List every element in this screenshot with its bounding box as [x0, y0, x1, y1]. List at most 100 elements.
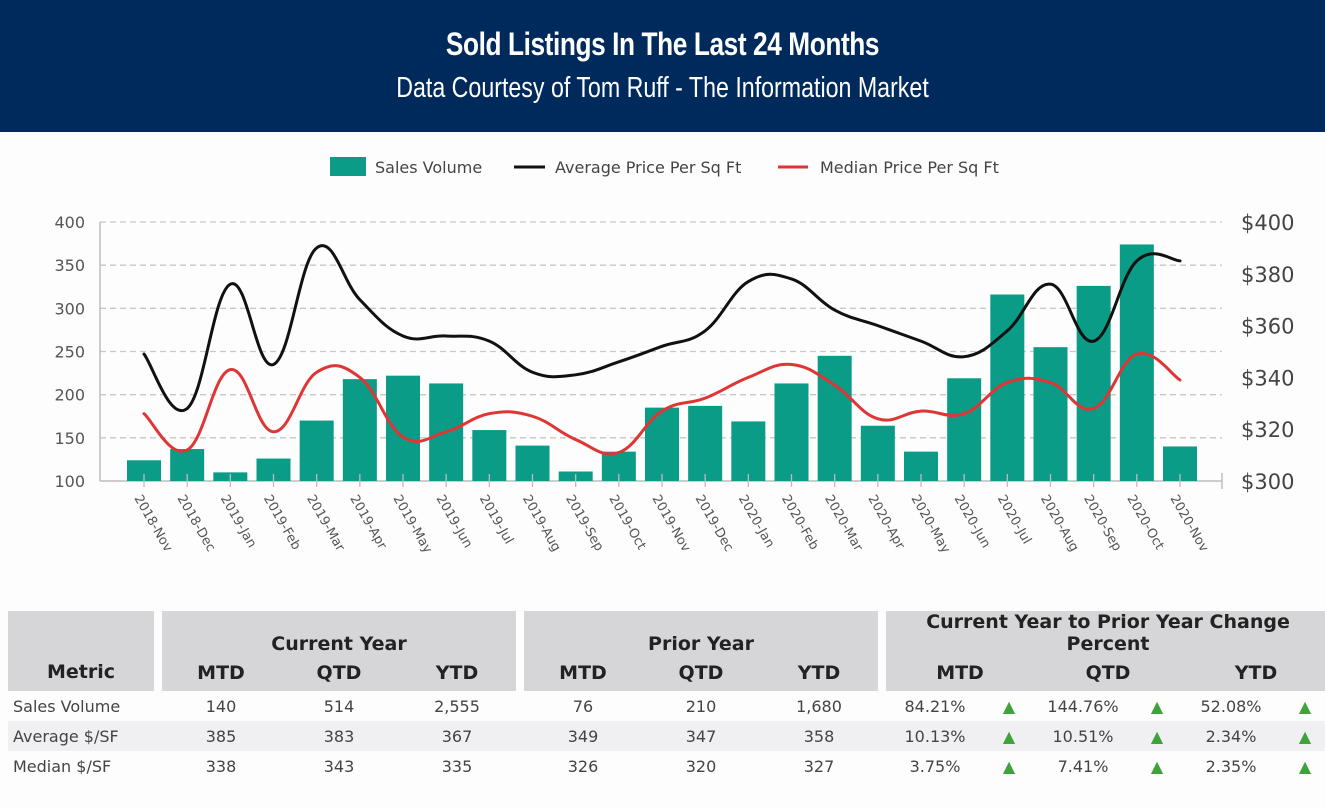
col-header-current-qtd: QTD	[280, 655, 398, 691]
spacer	[878, 721, 887, 751]
y-axis-right-ticks: $300 $320 $340 $360 $380 $400	[1241, 211, 1294, 494]
spacer	[516, 721, 524, 751]
bar-sales-volume	[127, 460, 161, 481]
y-left-tick-label: 250	[54, 343, 85, 362]
current-year-value: 338	[205, 756, 237, 776]
prior-year-value: 349	[524, 721, 642, 751]
x-tick-label: 2019-Oct	[605, 493, 648, 553]
col-header-change-mtd: MTD	[886, 655, 1035, 691]
up-arrow-icon: ▲	[1150, 756, 1164, 776]
x-tick-label: 2020-Jul	[994, 493, 1034, 547]
y-right-tick-label: $340	[1241, 366, 1294, 390]
metric-header: Metric	[8, 611, 154, 691]
x-tick-label: 2018-Nov	[131, 493, 176, 555]
x-tick-label: 2019-Jan	[217, 493, 259, 551]
y-left-tick-label: 350	[54, 256, 85, 275]
col-header-change-qtd: QTD	[1034, 655, 1183, 691]
change-percent-value: 52.08%	[1200, 696, 1262, 716]
up-arrow-icon: ▲	[1002, 756, 1016, 776]
legend-swatch-sales-volume	[330, 157, 366, 176]
prior-year-value: 76	[572, 696, 594, 716]
y-right-tick-label: $400	[1241, 211, 1294, 235]
x-tick-label: 2020-Mar	[821, 493, 865, 555]
x-tick-label: 2019-May	[390, 493, 435, 557]
bar-sales-volume	[1076, 285, 1111, 481]
change-percent-value: 2.35%	[1205, 756, 1257, 776]
y-left-tick-label: 300	[54, 299, 85, 318]
x-tick-label: 2019-Jun	[433, 493, 475, 551]
change-percent-value: 7.41%	[1057, 756, 1109, 776]
col-header-change-ytd: YTD	[1182, 655, 1325, 691]
current-year-value: 140	[205, 696, 237, 716]
y-left-tick-label: 200	[54, 386, 85, 405]
metric-name: Average $/SF	[8, 721, 154, 751]
header-banner: Sold Listings In The Last 24 Months Data…	[0, 0, 1325, 132]
col-header-prior-mtd: MTD	[524, 655, 642, 691]
bar-sales-volume	[1033, 347, 1068, 481]
x-tick-label: 2020-May	[908, 493, 953, 557]
y-right-tick-label: $300	[1241, 470, 1294, 494]
bar-sales-volume	[386, 375, 420, 481]
change-percent-value: 3.75%	[909, 756, 961, 776]
y-axis-left-ticks: 100 150 200 250 300 350 400	[54, 213, 85, 491]
y-right-tick-label: $360	[1241, 315, 1294, 339]
x-tick-label: 2019-Apr	[346, 493, 389, 553]
current-year-value: 514	[323, 696, 355, 716]
x-tick-label: 2020-Oct	[1123, 493, 1166, 553]
up-arrow-icon: ▲	[1002, 696, 1016, 716]
current-year-value: 383	[280, 721, 398, 751]
current-year-value: 367	[398, 721, 516, 751]
lines	[142, 244, 1182, 456]
legend-label-average: Average Price Per Sq Ft	[555, 158, 741, 177]
x-tick-label: 2019-Sep	[562, 493, 606, 554]
spacer	[154, 691, 162, 721]
bar-sales-volume	[990, 294, 1025, 481]
x-tick-label: 2019-Jul	[476, 493, 516, 547]
group-header-change-percent: Current Year to Prior Year Change Percen…	[886, 611, 1325, 655]
up-arrow-icon: ▲	[1298, 756, 1312, 776]
up-arrow-icon: ▲	[1150, 696, 1164, 716]
y-right-tick-label: $380	[1241, 263, 1294, 287]
metric-name: Median $/SF	[13, 756, 112, 776]
current-year-value: 335	[441, 756, 473, 776]
col-header-current-mtd: MTD	[162, 655, 280, 691]
change-percent-value: 10.51%	[1034, 721, 1133, 751]
current-year-value: 385	[162, 721, 280, 751]
prior-year-value: 1,680	[796, 696, 842, 716]
y-right-tick-label: $320	[1241, 418, 1294, 442]
spacer	[878, 691, 887, 721]
spacer	[516, 691, 524, 721]
prior-year-value: 347	[642, 721, 760, 751]
page-title: Sold Listings In The Last 24 Months	[445, 26, 880, 62]
spacer	[154, 751, 162, 781]
bar-sales-volume	[299, 420, 334, 481]
prior-year-value: 210	[685, 696, 717, 716]
prior-year-value: 320	[685, 756, 717, 776]
x-tick-label: 2020-Feb	[778, 493, 821, 553]
prior-year-value: 358	[760, 721, 879, 751]
bar-sales-volume	[472, 430, 507, 481]
metrics-table: Metric Current Year Prior Year Current Y…	[8, 611, 1325, 781]
group-header-current-year: Current Year	[162, 611, 516, 655]
prior-year-value: 327	[803, 756, 835, 776]
group-header-prior-year: Prior Year	[524, 611, 879, 655]
x-tick-label: 2020-Apr	[864, 493, 907, 553]
x-tick-label: 2019-Feb	[260, 493, 303, 553]
line-median-price	[142, 351, 1182, 456]
bars	[127, 244, 1197, 481]
col-header-current-ytd: YTD	[398, 655, 516, 691]
bar-sales-volume	[731, 421, 766, 481]
up-arrow-icon: ▲	[984, 721, 1035, 751]
current-year-value: 2,555	[434, 696, 480, 716]
sales-chart: Sales Volume Average Price Per Sq Ft Med…	[54, 157, 1294, 557]
bar-sales-volume	[342, 379, 377, 481]
y-left-tick-label: 100	[54, 472, 85, 491]
x-tick-label: 2020-Jun	[951, 493, 993, 551]
x-tick-label: 2020-Jan	[735, 493, 777, 551]
bar-sales-volume	[645, 407, 679, 481]
x-tick-label: 2019-Nov	[649, 493, 694, 555]
bar-sales-volume	[860, 425, 895, 481]
bar-sales-volume	[774, 383, 809, 481]
spacer	[516, 751, 524, 781]
